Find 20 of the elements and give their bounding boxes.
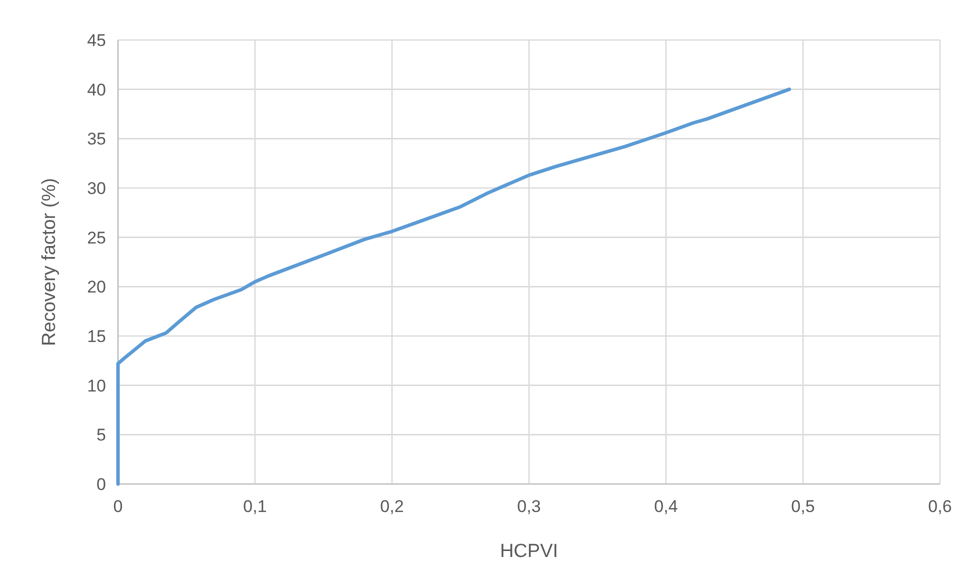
x-tick-label: 0: [113, 497, 123, 516]
x-tick-label: 0,5: [791, 497, 815, 516]
line-series: [116, 88, 792, 486]
y-tick-label: 10: [87, 376, 106, 396]
y-tick-label: 5: [96, 426, 106, 445]
y-tick-label: 25: [87, 228, 106, 248]
y-tick-label: 35: [87, 130, 106, 149]
x-tick-label: 0,6: [928, 497, 952, 516]
y-tick-label: 0: [96, 474, 106, 494]
y-tick-label: 40: [87, 80, 106, 100]
y-tick-label: 45: [87, 30, 106, 50]
x-axis-title: HCPVI: [500, 541, 558, 562]
y-tick-label: 15: [87, 326, 106, 346]
x-tick-label: 0,2: [380, 497, 404, 516]
x-tick-label: 0,1: [243, 497, 267, 516]
y-axis-title: Recovery factor (%): [39, 178, 60, 346]
x-tick-label: 0,4: [654, 497, 678, 516]
x-tick-label: 0,3: [517, 497, 541, 516]
y-tick-label: 20: [87, 278, 106, 297]
y-tick-label: 30: [87, 178, 106, 198]
